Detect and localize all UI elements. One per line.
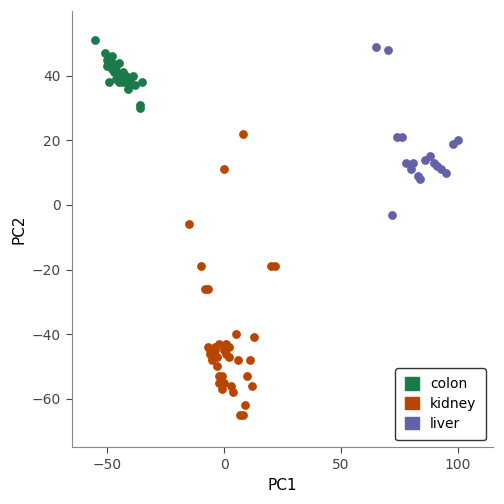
Point [225,343,233,351]
Point [433,162,441,170]
Point [108,65,116,73]
Point [229,388,237,396]
Point [197,262,205,270]
Point [208,356,216,364]
Point [225,353,233,361]
Point [402,159,410,167]
Point [103,55,111,64]
Point [91,36,99,44]
Point [127,81,135,89]
Point [398,133,406,141]
Point [409,159,417,167]
Point [384,46,392,54]
Point [110,69,118,77]
Point [206,349,214,357]
Point [129,72,137,80]
Point [185,220,193,228]
Point [426,152,434,160]
Point [208,353,216,361]
Point [222,340,230,348]
Point [245,356,254,364]
Point [103,62,111,70]
Point [372,43,380,51]
Point [220,165,228,173]
Point [222,349,230,357]
Point [206,346,214,354]
Point [220,346,228,354]
Point [108,52,116,60]
Point [215,372,223,380]
Point [131,81,139,89]
Point [204,343,212,351]
Point [407,165,415,173]
Point [119,75,128,83]
Point [213,353,221,361]
Point [211,343,219,351]
Point [112,75,120,83]
Point [388,211,396,219]
Y-axis label: PC2: PC2 [11,214,26,244]
Point [250,333,259,341]
Point [414,172,422,180]
Legend: colon, kidney, liver: colon, kidney, liver [395,368,486,440]
Point [204,285,212,293]
Point [232,330,240,338]
Point [115,59,123,67]
Point [218,385,226,393]
Point [213,362,221,370]
Point [215,379,223,387]
Point [211,346,219,354]
Point [437,165,446,173]
Point [416,175,424,183]
Point [227,382,235,390]
Point [122,72,130,80]
Point [272,262,280,270]
Point [108,59,116,67]
Point [454,136,462,144]
Point [105,78,113,86]
Point [112,62,120,70]
Point [101,49,109,57]
Point [112,69,120,77]
Point [119,78,128,86]
Point [201,285,209,293]
Point [442,169,450,177]
Point [127,75,135,83]
Point [449,140,457,148]
Point [234,356,242,364]
Point [239,411,247,419]
Point [248,382,256,390]
Point [124,78,132,86]
Point [430,159,438,167]
Point [117,72,125,80]
Point [393,133,401,141]
Point [421,156,429,164]
Point [115,78,123,86]
Point [136,104,144,112]
Point [119,69,128,77]
Point [115,75,123,83]
Point [243,372,251,380]
Point [241,401,249,409]
Point [138,78,146,86]
Point [215,340,223,348]
Point [122,78,130,86]
Point [220,379,228,387]
X-axis label: PC1: PC1 [268,478,297,493]
Point [136,101,144,109]
Point [218,372,226,380]
Point [236,411,244,419]
Point [117,75,125,83]
Point [267,262,275,270]
Point [239,130,247,138]
Point [124,85,132,93]
